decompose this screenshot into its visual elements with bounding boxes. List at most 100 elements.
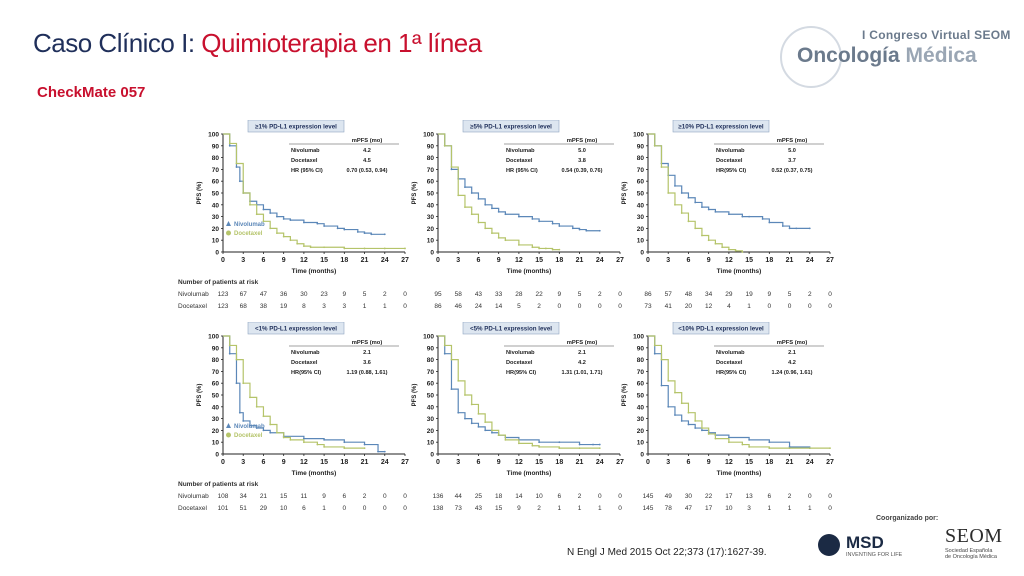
stats-label: Docetaxel — [716, 158, 743, 164]
risk-count: 0 — [403, 493, 407, 500]
data-point-docetaxel — [491, 429, 493, 432]
data-point-nivolumab — [551, 222, 554, 225]
data-point-nivolumab — [598, 229, 601, 232]
stats-value: 3.8 — [578, 158, 586, 164]
data-point-nivolumab — [450, 168, 453, 171]
data-point-docetaxel — [276, 431, 278, 434]
y-tick-label: 60 — [427, 179, 435, 186]
y-tick-label: 0 — [640, 250, 644, 257]
x-tick-label: 3 — [456, 257, 460, 264]
data-point-nivolumab — [667, 405, 670, 408]
chart-title: <10% PD-L1 expression level — [678, 326, 764, 333]
y-tick-label: 50 — [427, 393, 435, 400]
y-tick-label: 100 — [208, 334, 219, 341]
data-point-nivolumab — [714, 210, 717, 213]
km-panel: 0 10 20 30 40 50 60 70 80 90 100 0 3 6 9 12 15 18 21 24 27 Ti… — [193, 322, 409, 477]
risk-count: 2 — [537, 505, 541, 512]
series-line-docetaxel — [438, 133, 560, 251]
data-point-docetaxel — [282, 235, 285, 238]
x-tick-label: 24 — [596, 257, 604, 264]
legend-marker-docetaxel — [226, 432, 231, 438]
data-point-nivolumab — [323, 438, 326, 441]
data-point-nivolumab — [808, 227, 811, 230]
data-point-nivolumab — [517, 215, 520, 218]
chart-title-box — [462, 120, 560, 133]
stats-value: 1.31 (1.01, 1.71) — [561, 370, 602, 376]
y-tick-label: 60 — [637, 179, 645, 186]
logo-brand-a: Oncología — [797, 44, 900, 67]
data-point-docetaxel — [289, 239, 292, 242]
chart-title: ≥5% PD-L1 expression level — [470, 124, 552, 131]
data-point-docetaxel — [598, 447, 601, 449]
y-axis-label: PFS (%) — [622, 384, 628, 407]
data-point-docetaxel — [660, 166, 663, 168]
data-point-docetaxel — [242, 192, 245, 194]
risk-count: 29 — [725, 291, 733, 298]
x-tick-label: 9 — [497, 459, 501, 466]
data-point-docetaxel — [363, 447, 366, 449]
stats-label: Docetaxel — [291, 158, 318, 164]
y-tick-label: 10 — [427, 238, 435, 245]
data-point-docetaxel — [714, 242, 717, 245]
stats-header: mPFS (mo) — [567, 340, 598, 346]
data-point-nivolumab — [768, 441, 771, 444]
data-point-docetaxel — [443, 344, 446, 347]
y-tick-label: 70 — [637, 167, 645, 174]
risk-count: 136 — [432, 493, 444, 500]
risk-count: 49 — [664, 493, 672, 500]
risk-count: 3 — [322, 303, 326, 310]
data-point-nivolumab — [788, 227, 791, 230]
data-point-nivolumab — [571, 227, 574, 230]
data-point-nivolumab — [491, 207, 493, 210]
stats-label: HR (95% CI) — [506, 168, 538, 174]
risk-count: 47 — [259, 291, 268, 298]
y-tick-label: 50 — [212, 191, 220, 198]
risk-count: 0 — [557, 303, 562, 310]
data-point-docetaxel — [741, 251, 744, 253]
data-point-docetaxel — [249, 396, 251, 399]
x-tick-label: 27 — [616, 459, 624, 466]
x-tick-label: 12 — [300, 257, 308, 264]
seom-logo: SEOM Sociedad Española de Oncología Médi… — [945, 525, 1020, 570]
x-tick-label: 18 — [555, 257, 563, 264]
risk-count: 108 — [217, 493, 229, 500]
risk-count: 9 — [517, 505, 521, 512]
risk-count: 34 — [705, 291, 713, 298]
stats-value: 3.7 — [788, 158, 796, 164]
risk-count: 95 — [434, 291, 442, 298]
data-point-docetaxel — [404, 247, 406, 250]
risk-count: 19 — [745, 291, 753, 298]
data-point-docetaxel — [538, 247, 541, 250]
y-tick-label: 0 — [215, 452, 219, 459]
data-point-docetaxel — [457, 194, 460, 197]
risk-count: 25 — [474, 493, 483, 500]
risk-count: 0 — [618, 291, 622, 298]
stats-value: 0.54 (0.39, 0.76) — [561, 168, 602, 174]
data-point-docetaxel — [727, 441, 730, 444]
risk-count: 24 — [474, 303, 483, 310]
risk-count: 1 — [557, 505, 562, 512]
x-tick-label: 24 — [806, 257, 814, 264]
risk-count: 0 — [597, 493, 602, 500]
y-tick-label: 80 — [637, 357, 645, 364]
y-tick-label: 50 — [637, 191, 645, 198]
data-point-nivolumab — [680, 420, 683, 422]
y-axis-label: PFS (%) — [622, 182, 628, 205]
x-tick-label: 15 — [535, 257, 543, 264]
data-point-docetaxel — [531, 246, 534, 249]
y-tick-label: 80 — [212, 155, 220, 162]
data-point-nivolumab — [748, 215, 751, 218]
km-panel: 0 10 20 30 40 50 60 70 80 90 100 0 3 6 9 12 15 18 21 24 27 Ti… — [408, 120, 624, 275]
stats-value: 5.0 — [788, 148, 796, 154]
data-point-nivolumab — [538, 441, 541, 444]
stats-label: Nivolumab — [291, 148, 320, 154]
x-tick-label: 3 — [666, 257, 670, 264]
chart-title-box — [247, 120, 345, 133]
data-point-docetaxel — [323, 246, 326, 249]
risk-count: 29 — [259, 505, 268, 512]
risk-count: 86 — [434, 303, 442, 310]
data-point-nivolumab — [343, 441, 346, 444]
series-line-docetaxel — [438, 335, 600, 449]
y-tick-label: 70 — [427, 167, 435, 174]
y-axis-label: PFS (%) — [197, 384, 203, 407]
